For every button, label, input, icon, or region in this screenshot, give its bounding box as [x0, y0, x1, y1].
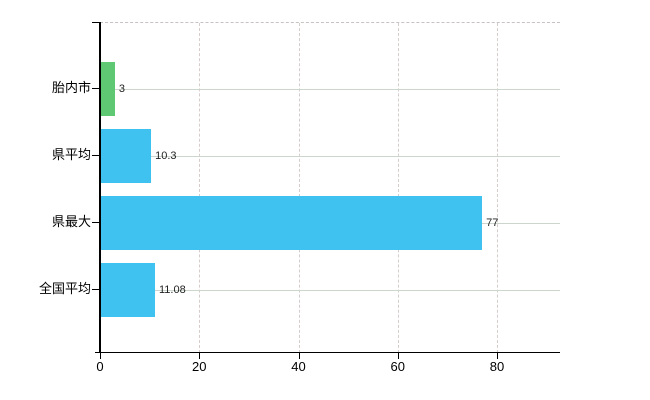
x-axis-line	[95, 352, 560, 353]
category-label-胎内市: 胎内市	[51, 80, 91, 95]
y-tick-県最大	[92, 222, 99, 223]
vertical-gridline-60	[397, 23, 399, 353]
vertical-gridline-80	[497, 23, 498, 353]
y-tick-県平均	[92, 155, 99, 156]
bar-胎内市	[100, 62, 115, 116]
category-label-県最大: 県最大	[51, 214, 91, 229]
value-label: 3	[118, 83, 125, 95]
y-tick-胎内市	[92, 88, 99, 89]
x-tick-0	[100, 353, 101, 359]
x-tick-60	[397, 353, 399, 359]
value-label: 10.3	[155, 150, 177, 162]
category-gridline	[100, 290, 560, 291]
x-tick-20	[199, 353, 201, 359]
bar-県最大	[100, 196, 483, 250]
x-tick-40	[298, 353, 300, 359]
category-gridline	[100, 89, 560, 90]
vertical-gridline-40	[298, 23, 300, 353]
y-axis-line	[99, 22, 101, 352]
plot-area: 3 10.3 77 11.08	[100, 22, 560, 353]
x-tick-label: 20	[192, 359, 207, 374]
x-tick-80	[497, 353, 498, 359]
bar-県平均	[100, 129, 152, 183]
y-tick-全国平均	[92, 289, 99, 290]
x-tick-label: 80	[489, 359, 505, 374]
category-gridline	[100, 156, 560, 157]
vertical-gridline-20	[199, 23, 201, 353]
x-tick-label: 60	[390, 359, 405, 374]
x-tick-label: 0	[96, 359, 104, 374]
x-tick-label: 40	[291, 359, 306, 374]
bar-全国平均	[100, 263, 155, 317]
category-label-全国平均: 全国平均	[38, 281, 91, 296]
value-label: 77	[486, 217, 499, 229]
value-label: 11.08	[158, 284, 186, 296]
y-axis-top-tick	[92, 22, 99, 23]
category-label-県平均: 県平均	[51, 147, 91, 162]
